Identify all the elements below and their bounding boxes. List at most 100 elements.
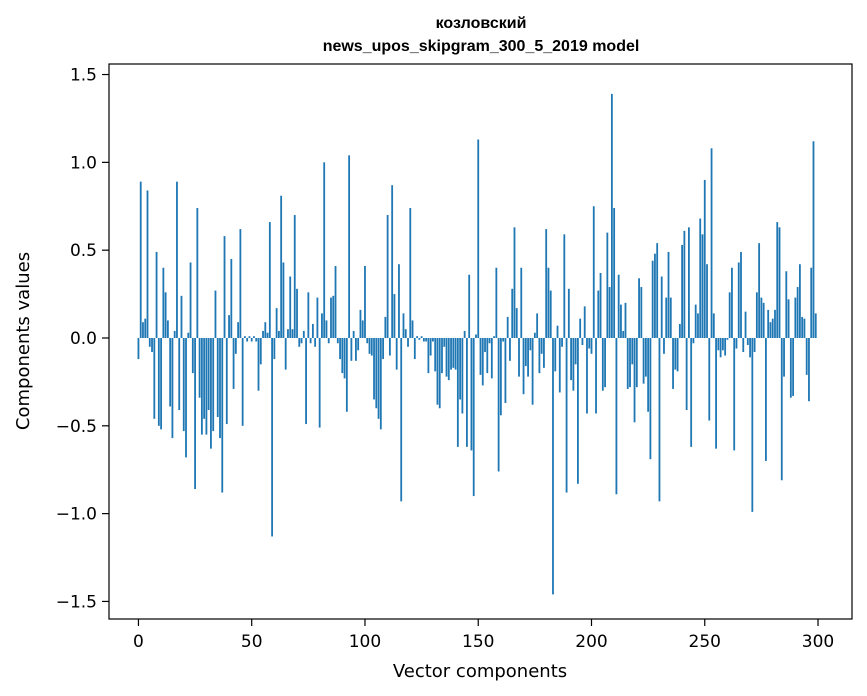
bar-117: [402, 313, 405, 338]
bar-131: [434, 337, 437, 372]
bar-260: [726, 337, 729, 340]
bar-30: [205, 337, 208, 435]
bar-47: [244, 336, 246, 338]
bar-254: [712, 313, 715, 338]
bar-64: [282, 262, 285, 338]
bar-44: [237, 322, 240, 338]
bar-255: [715, 337, 717, 449]
bar-57: [266, 332, 269, 338]
bar-208: [608, 287, 611, 338]
bar-24: [191, 337, 194, 374]
bar-18: [178, 337, 181, 410]
bar-276: [762, 302, 765, 338]
bar-207: [606, 232, 609, 338]
bar-5: [148, 337, 151, 347]
bar-182: [549, 290, 552, 338]
bar-81: [321, 313, 323, 338]
bar-92: [345, 337, 348, 412]
bar-247: [697, 313, 699, 338]
bar-50: [250, 337, 253, 342]
bar-129: [429, 337, 432, 356]
bar-251: [706, 264, 708, 338]
bar-299: [814, 313, 817, 338]
bar-133: [438, 337, 441, 409]
bar-162: [504, 337, 507, 403]
bar-66: [287, 329, 289, 338]
y-tick-label: −1.5: [56, 592, 97, 612]
bar-121: [411, 320, 414, 338]
bar-200: [590, 337, 593, 354]
bar-102: [368, 337, 371, 354]
bar-225: [647, 337, 650, 412]
bar-238: [676, 337, 679, 372]
bar-249: [701, 234, 704, 338]
bar-165: [511, 288, 514, 338]
bar-204: [599, 273, 602, 338]
bar-39: [225, 337, 228, 425]
bar-270: [749, 337, 751, 358]
bar-220: [635, 337, 638, 388]
bar-12: [164, 292, 167, 338]
bar-174: [531, 337, 534, 405]
bar-90: [341, 337, 344, 374]
bar-283: [778, 227, 781, 338]
bar-261: [728, 292, 731, 338]
bar-198: [586, 337, 588, 414]
bar-114: [395, 337, 398, 370]
bar-217: [629, 337, 631, 388]
bar-289: [792, 337, 795, 396]
bar-41: [230, 258, 233, 338]
bar-31: [207, 337, 210, 410]
bar-26: [196, 208, 199, 338]
bar-244: [690, 337, 693, 447]
bar-61: [275, 308, 278, 338]
plot-frame: [108, 63, 853, 620]
bar-94: [350, 337, 353, 361]
bar-141: [456, 337, 459, 447]
bar-134: [441, 337, 443, 374]
bar-230: [658, 337, 661, 502]
y-tick-label: −0.5: [56, 417, 97, 437]
bar-106: [377, 337, 380, 419]
bar-2: [142, 322, 144, 338]
bar-101: [366, 337, 369, 344]
bar-153: [484, 337, 486, 353]
bar-274: [758, 243, 761, 338]
bar-234: [667, 251, 670, 338]
bar-97: [357, 337, 360, 351]
bar-84: [327, 337, 330, 344]
bar-285: [783, 337, 785, 377]
x-tick-label: 200: [575, 632, 607, 652]
bar-202: [595, 337, 597, 414]
bar-158: [495, 267, 498, 338]
bar-210: [613, 208, 616, 338]
bar-124: [418, 337, 421, 340]
bar-147: [470, 337, 473, 451]
bar-170: [522, 337, 525, 395]
bar-15: [171, 337, 174, 439]
bar-196: [581, 337, 584, 346]
bar-135: [443, 337, 446, 347]
bar-49: [248, 336, 251, 338]
bar-223: [642, 337, 645, 384]
bar-199: [588, 337, 591, 349]
bar-233: [665, 297, 668, 338]
bar-235: [669, 297, 672, 338]
bar-163: [506, 316, 509, 338]
bar-76: [309, 337, 312, 344]
bar-35: [216, 337, 219, 418]
x-tick-label: 150: [462, 632, 494, 652]
bar-28: [200, 337, 203, 435]
y-axis-ticks: −1.5 −1.0 −0.5 0.0 0.5 1.0 1.5: [56, 66, 109, 612]
bar-211: [615, 337, 618, 495]
y-tick-label: 1.0: [70, 153, 97, 173]
bar-9: [157, 337, 160, 426]
bar-213: [620, 304, 622, 338]
bar-70: [296, 288, 298, 338]
bar-123: [416, 336, 418, 338]
bar-38: [223, 236, 226, 338]
bar-241: [683, 230, 686, 338]
bar-14: [169, 337, 172, 407]
bar-203: [597, 290, 600, 338]
bar-168: [518, 337, 520, 377]
